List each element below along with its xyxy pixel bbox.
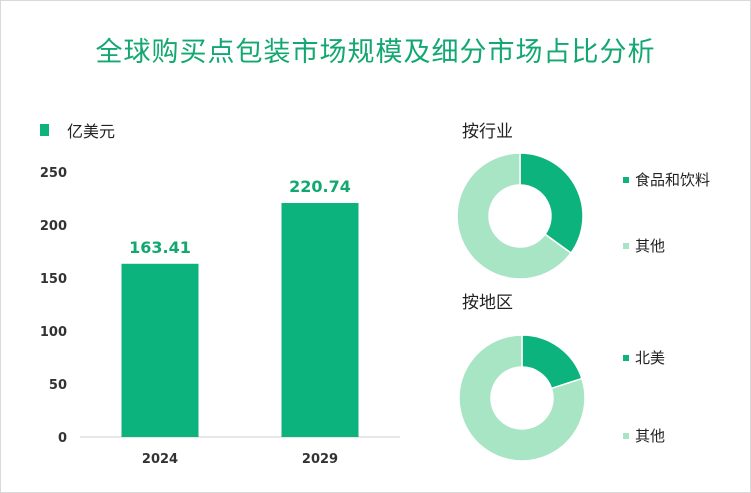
pie2-legend-item-2: 其他 <box>623 425 665 446</box>
bar-data-label: 163.41 <box>129 238 191 257</box>
y-tick-label: 0 <box>58 431 67 446</box>
pie1-legend-item-2: 其他 <box>623 235 665 256</box>
y-tick-label: 50 <box>49 378 67 393</box>
pie1-legend-item-1: 食品和饮料 <box>623 169 710 190</box>
pie1-title: 按行业 <box>462 122 513 142</box>
y-tick-label: 200 <box>40 219 67 234</box>
pie2-title: 按地区 <box>462 293 513 313</box>
pie-slice-1 <box>519 152 584 255</box>
legend-swatch <box>40 124 49 136</box>
y-tick-label: 250 <box>40 166 67 181</box>
bar-data-label: 220.74 <box>289 177 351 196</box>
legend-dot <box>623 354 629 361</box>
bar-2029 <box>281 203 359 437</box>
pie-slice-2 <box>456 152 573 280</box>
legend-dot <box>623 242 629 249</box>
y-tick-label: 100 <box>40 325 67 340</box>
pie-slice-1 <box>521 334 583 390</box>
pie1-legend-label-2: 其他 <box>635 237 666 255</box>
chart-title: 全球购买点包装市场规模及细分市场占比分析 <box>95 37 656 68</box>
pie2-legend-label-1: 北美 <box>635 349 666 367</box>
bar-2024 <box>121 263 199 437</box>
legend-label: 亿美元 <box>67 122 116 141</box>
bar-legend: 亿美元 <box>40 118 115 142</box>
legend-dot <box>623 176 629 183</box>
pie1-legend-label-1: 食品和饮料 <box>635 171 711 189</box>
pie-slice-2 <box>458 334 586 462</box>
pie2-legend-label-2: 其他 <box>635 427 666 445</box>
x-tick-label: 2024 <box>142 452 178 467</box>
x-tick-label: 2029 <box>302 452 338 467</box>
pie2-legend-item-1: 北美 <box>623 347 665 368</box>
y-tick-label: 150 <box>40 272 67 287</box>
legend-dot <box>623 432 629 439</box>
